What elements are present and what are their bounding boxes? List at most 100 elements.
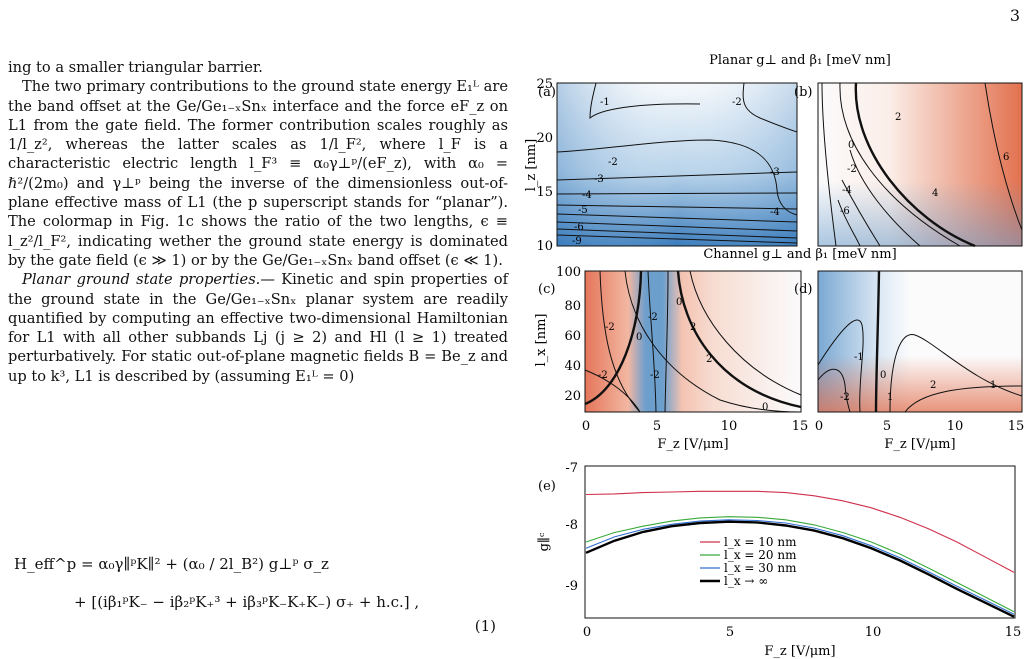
paragraph-1: ing to a smaller triangular barrier. <box>8 59 263 76</box>
panel-e: (e) -7 -8 -9 g∥ᶜ 0 5 10 15 F_z [V/μm] l_… <box>537 461 1021 659</box>
equation-line-2: + [(iβ₁ᵖK₋ − iβ₂ᵖK₊³ + iβ₃ᵖK₋K₊K₋) σ₊ + … <box>74 593 420 611</box>
contour-label: -5 <box>578 205 588 216</box>
fz-tick: 10 <box>865 625 882 640</box>
legend-entry: l_x = 20 nm <box>724 548 797 562</box>
panel-label-d: (d) <box>794 282 812 297</box>
contour-label: -2 <box>605 322 615 333</box>
series-lines <box>585 490 1015 618</box>
contour-label: -2 <box>648 312 658 323</box>
channel-title: Channel g⊥ and β₁ [meV nm] <box>703 247 896 262</box>
page-number: 3 <box>1009 6 1020 25</box>
contour-label: 2 <box>706 354 712 365</box>
contour-label: 0 <box>636 332 642 343</box>
contour-label: -4 <box>842 185 852 196</box>
contour-label: -3 <box>770 167 780 178</box>
contour-label: -2 <box>847 164 857 175</box>
contour-label: -2 <box>608 157 618 168</box>
legend: l_x = 10 nm l_x = 20 nm l_x = 30 nm l_x … <box>700 535 797 588</box>
contour-label: -2 <box>840 392 850 403</box>
panel-label-b: (b) <box>794 85 812 100</box>
contour-label: 2 <box>690 322 696 333</box>
panel-label-e: (e) <box>538 479 556 494</box>
contour-label: -4 <box>770 207 780 218</box>
lz-tick: 10 <box>536 239 553 254</box>
contour-label: 2 <box>895 112 901 123</box>
contour-label: 0 <box>676 297 682 308</box>
contour-label: 1 <box>887 392 893 403</box>
fz-tick: 15 <box>1008 419 1025 434</box>
contour-label: -6 <box>840 206 850 217</box>
lz-tick: 25 <box>536 77 553 92</box>
contour-label: -2 <box>650 370 660 381</box>
contour-label: 1 <box>990 380 996 391</box>
g-tick: -8 <box>565 518 578 533</box>
contour-label: 0 <box>762 402 768 413</box>
paragraph-3-text: Kinetic and spin properties of the groun… <box>8 271 508 385</box>
g-tick: -7 <box>565 461 578 476</box>
fz-tick: 0 <box>583 625 591 640</box>
fz-tick: 10 <box>947 419 964 434</box>
ylabel-lz: l_z [nm] <box>524 139 539 191</box>
legend-entry: l_x → ∞ <box>724 574 768 588</box>
lz-tick: 20 <box>536 131 553 146</box>
contour-label: -9 <box>572 236 582 247</box>
fz-tick: 0 <box>582 419 590 434</box>
series-line-3 <box>585 520 1015 618</box>
contour-label: 4 <box>932 188 938 199</box>
contour-label: -1 <box>600 97 610 108</box>
contour-label: -3 <box>594 174 604 185</box>
contour-label: -2 <box>598 370 608 381</box>
lx-tick: 100 <box>556 265 581 280</box>
xlabel-e: F_z [V/μm] <box>764 644 835 659</box>
equation-number: (1) <box>474 617 496 635</box>
paragraph-2: The two primary contributions to the gro… <box>8 78 508 269</box>
contour-label: 0 <box>880 370 886 381</box>
contour-label: 6 <box>1003 152 1009 163</box>
xlabel-d: F_z [V/μm] <box>884 437 955 452</box>
lx-tick: 20 <box>564 389 581 404</box>
paragraph-3: Planar ground state properties.— Kinetic… <box>8 270 508 386</box>
contour-label: -4 <box>582 190 592 201</box>
lx-tick: 80 <box>564 299 581 314</box>
legend-entry: l_x = 10 nm <box>724 535 797 549</box>
fz-tick: 5 <box>653 419 661 434</box>
panel-label-a: (a) <box>538 85 556 100</box>
contour-a-1 <box>589 82 701 120</box>
fz-tick: 15 <box>792 419 809 434</box>
series-line-0 <box>585 490 1015 573</box>
contour-a-2 <box>742 82 798 133</box>
contour-a-3 <box>556 139 798 216</box>
series-line-2 <box>585 519 1015 615</box>
lx-tick: 60 <box>564 329 581 344</box>
ylabel-lx: l_x [nm] <box>534 314 549 367</box>
body-text: ing to a smaller triangular barrier. The… <box>8 58 508 386</box>
panel-e-frame <box>584 465 1016 619</box>
panel-c-colormap <box>585 271 801 412</box>
lx-tick: 40 <box>564 359 581 374</box>
panel-d: -1 -2 0 1 1 2 (d) 0 5 10 15 F_z [V/μm] <box>794 270 1025 452</box>
contour-label: -6 <box>574 222 584 233</box>
contour-label: 0 <box>848 140 854 151</box>
panel-b: 0 2 4 6 -2 -4 -6 (b) <box>794 82 1023 248</box>
ylabel-g: g∥ᶜ <box>537 532 552 551</box>
panel-c: -2 -2 -2 -2 0 0 2 2 0 (c) 20 40 60 80 10… <box>534 265 808 452</box>
contour-label: -2 <box>732 97 742 108</box>
legend-entry: l_x = 30 nm <box>724 561 797 575</box>
panel-a: -1 -2 -2 -3 -3 -4 -4 -5 -6 -9 (a) 10 15 … <box>524 77 798 254</box>
lz-tick: 15 <box>536 185 553 200</box>
xlabel-c: F_z [V/μm] <box>657 437 728 452</box>
fz-tick: 5 <box>726 625 734 640</box>
panel-label-c: (c) <box>538 282 555 297</box>
equation-line-1: H_eff^p = α₀γ∥ᵖK∥² + (α₀ / 2l_B²) g⊥ᵖ σ_… <box>14 555 329 573</box>
section-heading: Planar ground state properties.— <box>22 271 275 289</box>
fz-tick: 0 <box>815 419 823 434</box>
fz-tick: 15 <box>1005 625 1022 640</box>
planar-title: Planar g⊥ and β₁ [meV nm] <box>709 53 891 68</box>
contour-label: 2 <box>930 380 936 391</box>
g-tick: -9 <box>565 579 578 594</box>
series-line-1 <box>585 516 1015 613</box>
contour-label: -1 <box>854 352 864 363</box>
fz-tick: 10 <box>721 419 738 434</box>
fz-tick: 5 <box>883 419 891 434</box>
